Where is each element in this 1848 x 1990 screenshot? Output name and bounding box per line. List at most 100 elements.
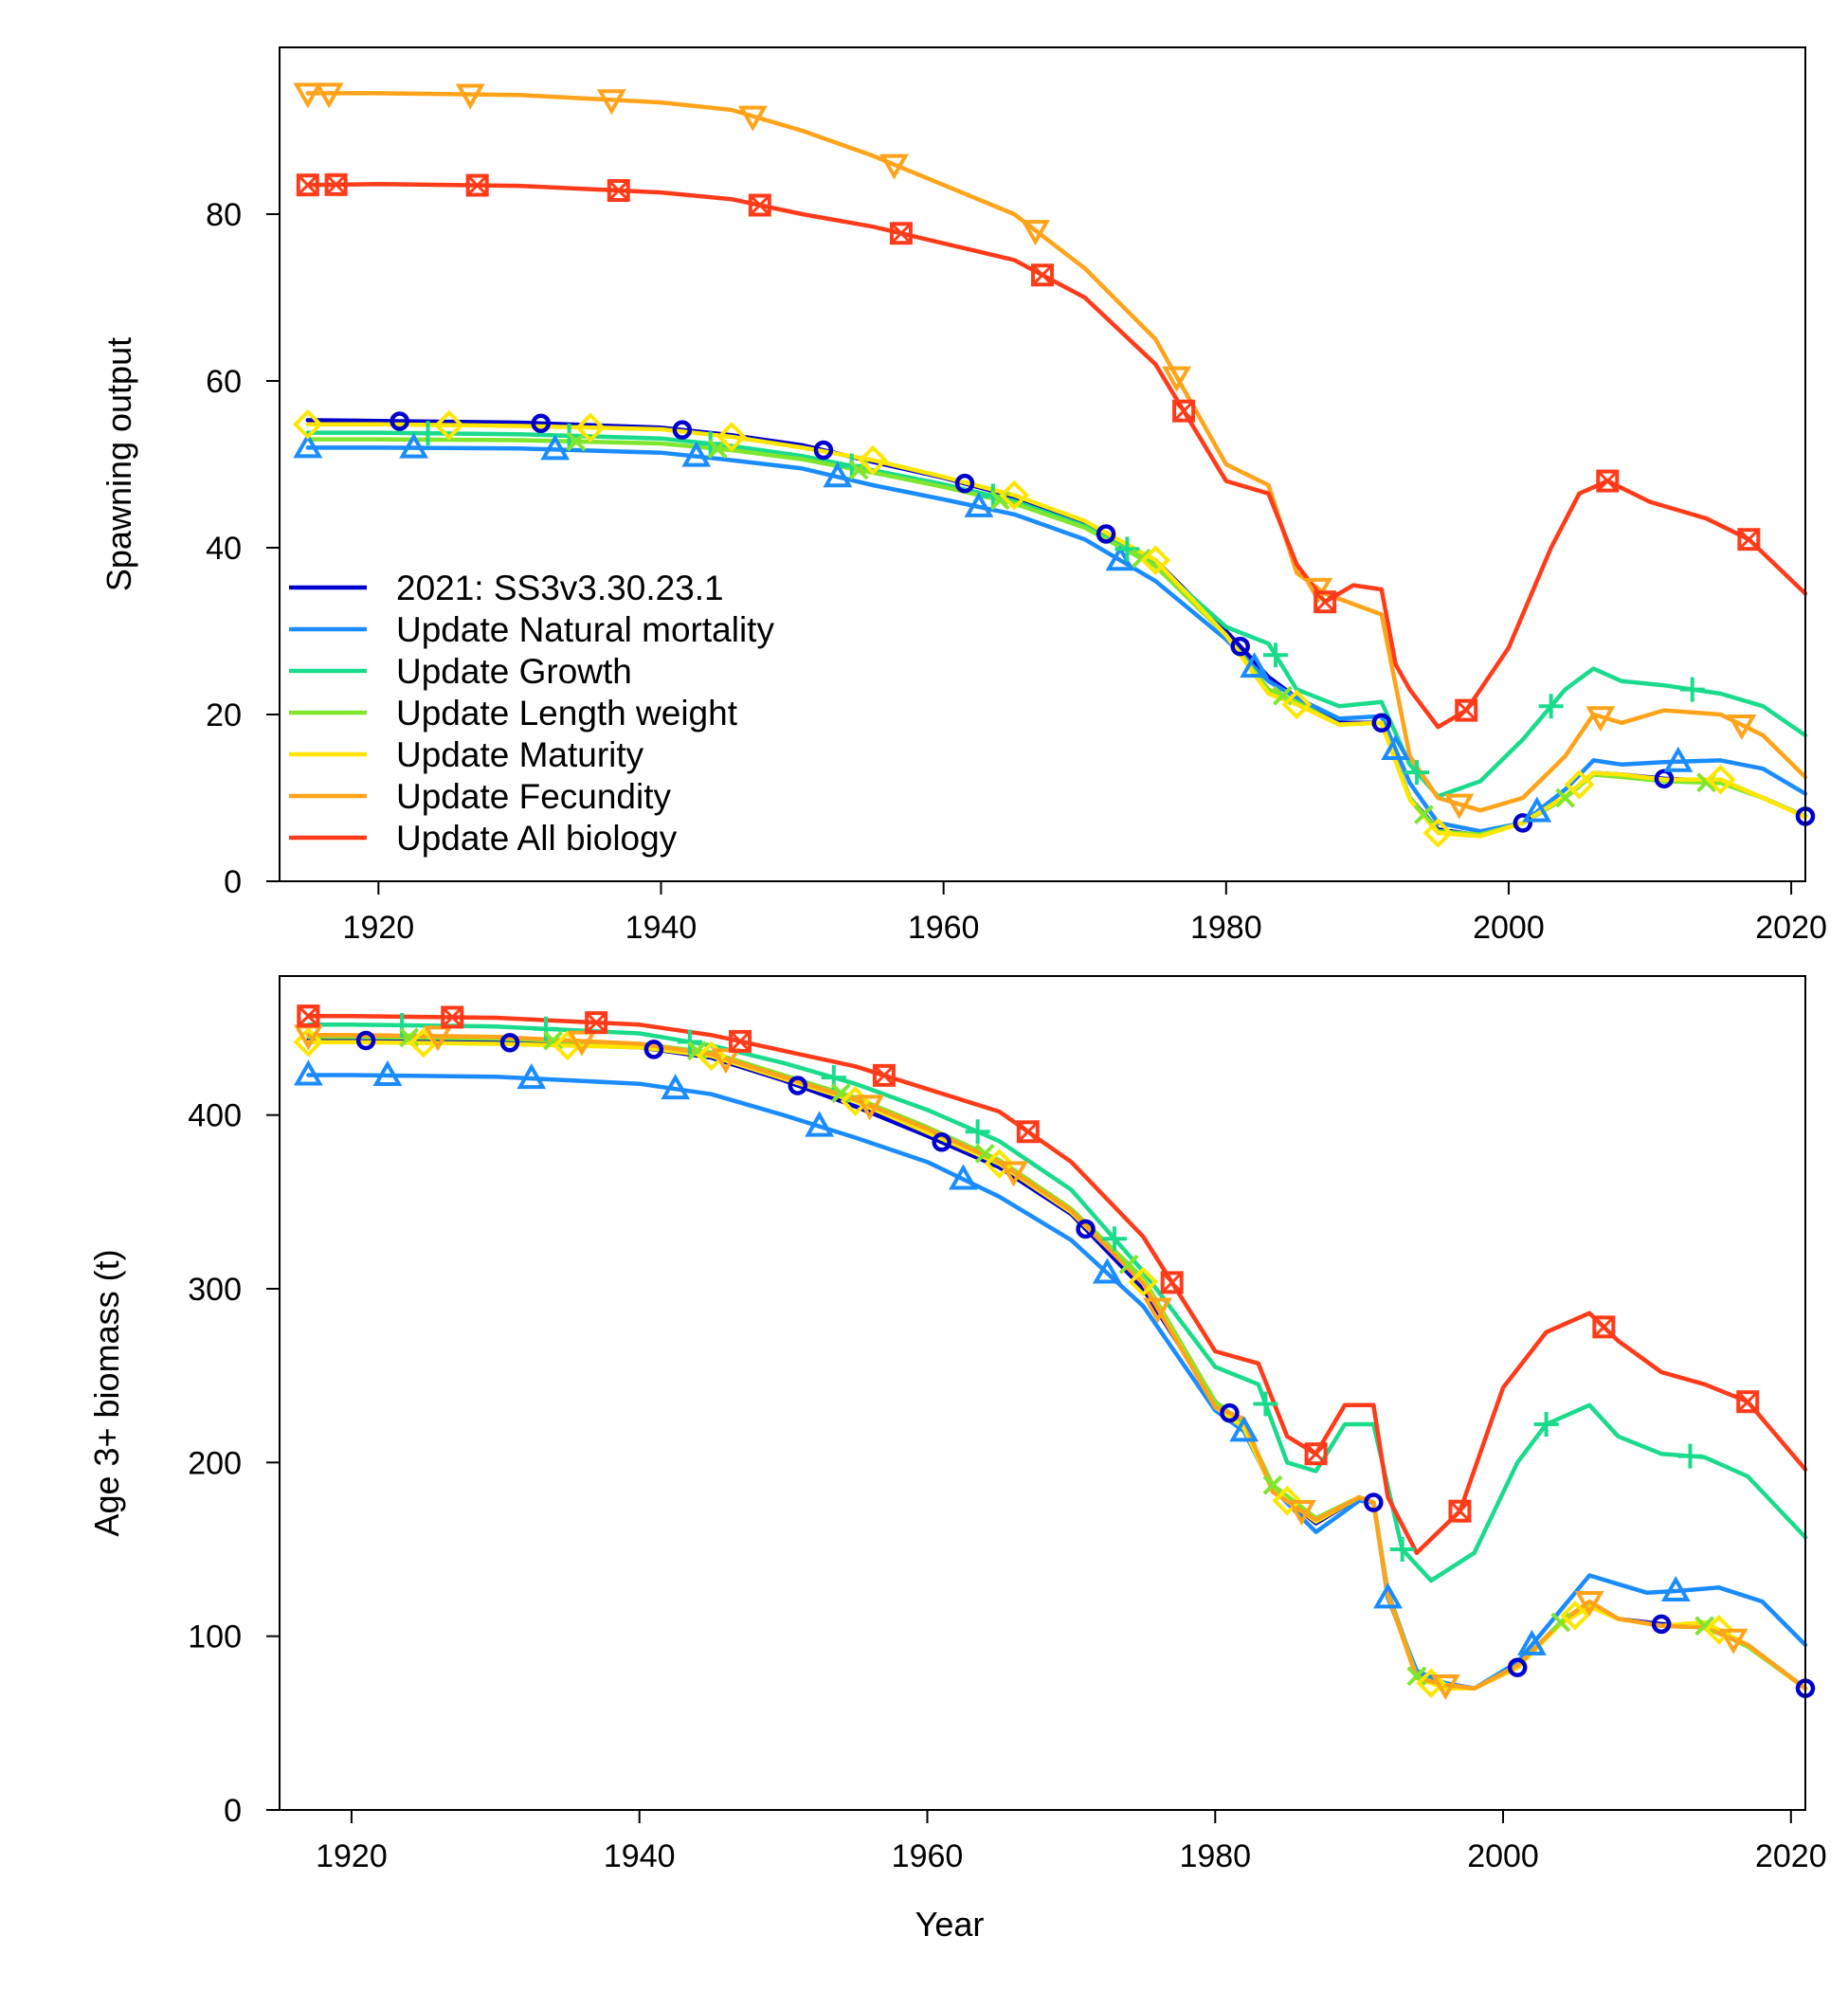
spawning-output-x-tick-label-1940: 1940	[625, 910, 698, 946]
spawning-output-marker-update-maturity-10	[1705, 764, 1736, 795]
spawning-output-line-update-growth	[305, 430, 1808, 799]
spawning-output-marker-update-natural-mortality-5	[964, 491, 994, 517]
biomass-marker-update-maturity-7	[1272, 1485, 1303, 1516]
biomass-marker-update-fecundity-2	[567, 1030, 597, 1057]
spawning-output-marker-update-fecundity-5	[879, 154, 909, 180]
legend-label-update-fecundity: Update Fecundity	[396, 777, 672, 816]
biomass-marker-update-length-weight-5	[1118, 1254, 1139, 1275]
spawning-output-x-tick-label-1960: 1960	[908, 910, 980, 946]
spawning-output-marker-update-all-biology-1	[324, 172, 348, 196]
spawning-output-marker-2021-ss3v3-30-23-1-4	[954, 473, 975, 494]
biomass-y-tick-label-0: 0	[224, 1793, 242, 1829]
biomass-marker-update-maturity-0	[293, 1026, 324, 1058]
biomass-marker-update-natural-mortality-6	[1092, 1257, 1122, 1284]
spawning-output-marker-2021-ss3v3-30-23-1-1	[531, 413, 552, 434]
biomass-marker-update-natural-mortality-4	[805, 1111, 835, 1137]
biomass-marker-update-fecundity-3	[711, 1048, 741, 1075]
biomass-marker-update-all-biology-9	[1448, 1499, 1472, 1523]
biomass-marker-update-maturity-10	[1704, 1615, 1734, 1645]
biomass-x-tick-label-2020: 2020	[1755, 1838, 1827, 1874]
biomass-marker-update-natural-mortality-1	[372, 1059, 403, 1086]
spawning-output-marker-2021-ss3v3-30-23-1-8	[1513, 813, 1533, 833]
spawning-output-marker-update-maturity-2	[575, 412, 606, 443]
spawning-output-marker-update-growth-7	[1404, 760, 1430, 786]
biomass-marker-2021-ss3v3-30-23-1-9	[1651, 1614, 1672, 1635]
biomass-marker-update-length-weight-6	[1262, 1474, 1283, 1495]
spawning-output-marker-update-maturity-9	[1564, 769, 1595, 800]
spawning-output-marker-update-fecundity-11	[1727, 715, 1757, 741]
biomass-marker-update-fecundity-5	[999, 1161, 1029, 1187]
biomass-marker-update-fecundity-6	[1143, 1297, 1172, 1324]
spawning-output-marker-update-all-biology-3	[607, 179, 630, 203]
spawning-output-marker-update-fecundity-1	[314, 82, 344, 109]
legend-item-update-growth: Update Growth	[289, 652, 632, 691]
biomass-marker-update-maturity-9	[1560, 1600, 1590, 1631]
spawning-output-marker-2021-ss3v3-30-23-1-9	[1654, 769, 1675, 789]
biomass-marker-update-natural-mortality-5	[949, 1164, 978, 1190]
legend-label-update-natural-mortality: Update Natural mortality	[396, 610, 774, 649]
spawning-output-y-tick-label-0: 0	[224, 864, 242, 900]
spawning-output-marker-update-natural-mortality-2	[540, 434, 571, 461]
spawning-output-marker-update-natural-mortality-4	[823, 461, 853, 488]
biomass-x-axis: 1920 1940 1960 1980 2000 2020	[316, 1810, 1827, 1874]
legend-label-update-maturity: Update Maturity	[396, 735, 644, 774]
spawning-output-marker-update-growth-3	[839, 453, 864, 479]
spawning-output-marker-update-all-biology-9	[1455, 698, 1478, 722]
biomass-marker-2021-ss3v3-30-23-1-0	[355, 1030, 376, 1051]
legend-label-update-all-biology: Update All biology	[396, 819, 678, 858]
biomass-marker-update-length-weight-0	[399, 1027, 420, 1048]
biomass-plot-frame	[279, 975, 1806, 1811]
spawning-output-marker-update-natural-mortality-10	[1663, 746, 1694, 772]
biomass-marker-update-maturity-5	[984, 1149, 1015, 1179]
biomass-x-tick-label-1920: 1920	[316, 1838, 388, 1874]
biomass-marker-update-natural-mortality-7	[1229, 1416, 1259, 1442]
spawning-output-marker-update-growth-8	[1538, 694, 1564, 719]
biomass-line-update-growth	[306, 1022, 1808, 1583]
biomass-marker-update-growth-1	[533, 1016, 558, 1041]
biomass-marker-2021-ss3v3-30-23-1-3	[788, 1076, 808, 1095]
spawning-output-marker-update-growth-6	[1262, 642, 1288, 668]
spawning-output-marker-2021-ss3v3-30-23-1-7	[1371, 713, 1392, 733]
biomass-marker-update-maturity-6	[1128, 1266, 1159, 1297]
spawning-output-x-tick-label-2000: 2000	[1473, 910, 1545, 946]
spawning-output-line-update-fecundity	[305, 91, 1808, 813]
biomass-marker-update-natural-mortality-2	[516, 1063, 547, 1090]
spawning-output-marker-2021-ss3v3-30-23-1-3	[813, 440, 834, 461]
biomass-marker-update-all-biology-2	[441, 1005, 464, 1029]
biomass-x-axis-title: Year	[915, 1905, 985, 1944]
biomass-y-axis: 0 100 200 300 400	[188, 1098, 280, 1829]
legend-item-update-fecundity: Update Fecundity	[289, 777, 672, 816]
spawning-output-marker-update-maturity-0	[292, 408, 323, 440]
biomass-x-tick-label-1940: 1940	[604, 1838, 676, 1874]
spawning-output-line-update-natural-mortality	[305, 445, 1808, 834]
biomass-marker-update-natural-mortality-10	[1660, 1575, 1691, 1601]
spawning-output-marker-update-fecundity-0	[293, 82, 323, 109]
biomass-marker-2021-ss3v3-30-23-1-5	[1076, 1219, 1096, 1239]
biomass-x-tick-label-1960: 1960	[892, 1838, 964, 1874]
spawning-output-line-update-maturity	[305, 422, 1808, 839]
spawning-output-marker-update-length-weight-3	[989, 490, 1010, 511]
spawning-output-marker-update-fecundity-7	[1162, 366, 1192, 392]
spawning-output-marker-update-fecundity-10	[1585, 706, 1616, 733]
biomass-marker-update-length-weight-2	[687, 1040, 707, 1061]
biomass-marker-update-natural-mortality-9	[1516, 1629, 1547, 1655]
spawning-output-marker-2021-ss3v3-30-23-1-2	[672, 420, 693, 440]
spawning-output-marker-update-all-biology-6	[1031, 263, 1054, 287]
spawning-output-y-tick-label-80: 80	[206, 197, 242, 233]
spawning-output-marker-update-maturity-6	[1140, 545, 1171, 576]
spawning-output-marker-update-maturity-7	[1281, 689, 1313, 720]
biomass-marker-update-fecundity-8	[1430, 1674, 1460, 1701]
spawning-output-marker-update-natural-mortality-7	[1240, 652, 1270, 678]
biomass-line-update-fecundity	[306, 1033, 1808, 1691]
biomass-marker-update-growth-7	[1389, 1537, 1415, 1562]
biomass-x-tick-label-2000: 2000	[1467, 1838, 1539, 1874]
spawning-output-marker-update-maturity-8	[1422, 818, 1454, 848]
spawning-output-marker-update-all-biology-5	[889, 222, 913, 245]
legend-item-update-length-weight: Update Length weight	[289, 694, 738, 733]
spawning-output-marker-update-fecundity-6	[1021, 220, 1050, 246]
biomass-marker-update-growth-9	[1677, 1443, 1703, 1469]
legend-item-update-natural-mortality: Update Natural mortality	[289, 610, 774, 649]
spawning-output-marker-update-maturity-4	[858, 444, 888, 476]
